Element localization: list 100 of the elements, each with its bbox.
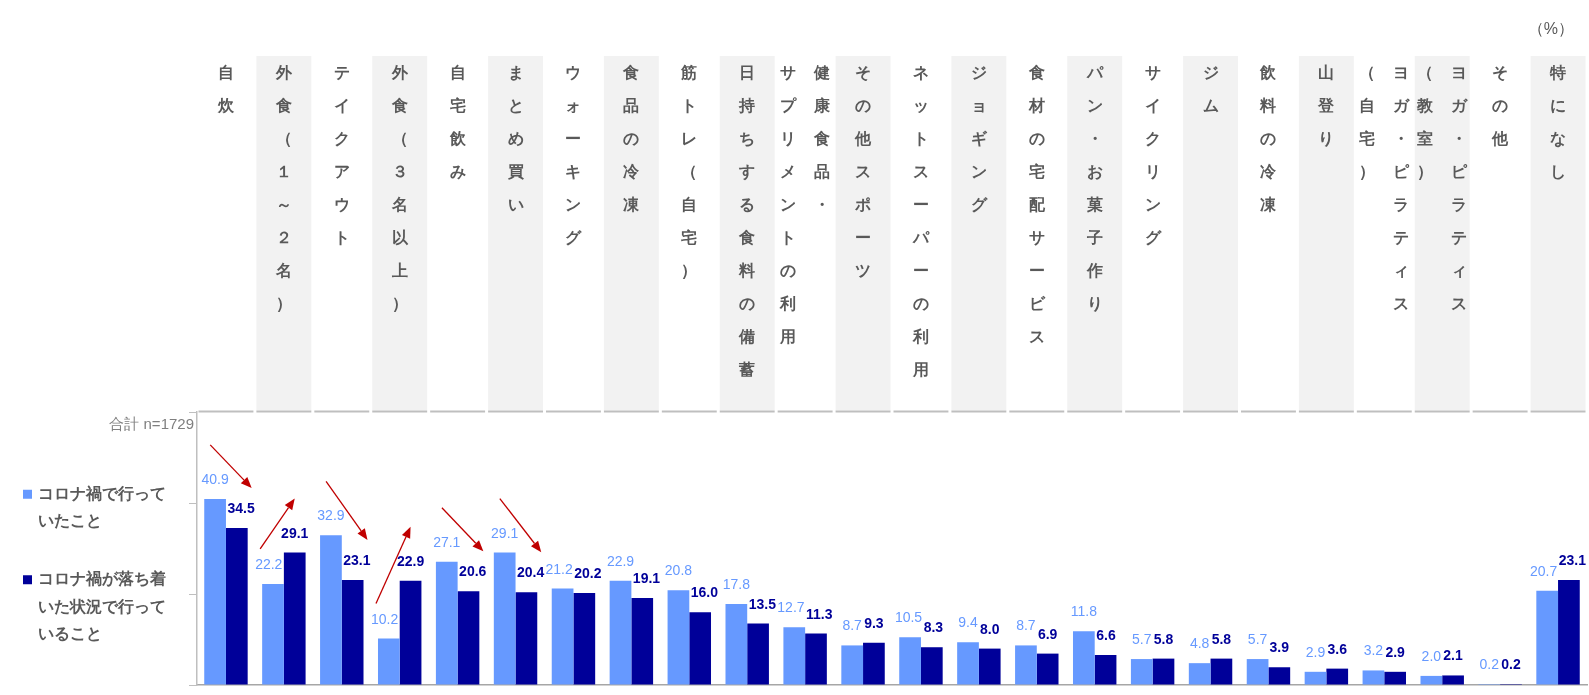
data-label: 8.3 xyxy=(923,619,944,636)
category-label: 食材の宅配サービス xyxy=(1028,63,1045,346)
x-tick-label: まとめ買い xyxy=(507,62,524,216)
bar xyxy=(1442,675,1464,685)
bar xyxy=(204,498,226,685)
data-label: 2.1 xyxy=(1443,647,1464,664)
bar xyxy=(320,535,342,685)
bar xyxy=(1536,590,1559,685)
data-label: 6.9 xyxy=(1037,625,1058,642)
data-label: 0.2 xyxy=(1501,656,1521,673)
x-tick-label: 筋トレ（自宅） xyxy=(681,62,698,282)
bar xyxy=(1362,670,1385,685)
x-tick-label: 外食（３名以上） xyxy=(391,62,408,315)
bar xyxy=(1188,663,1211,685)
bar xyxy=(667,590,690,685)
data-label: 20.8 xyxy=(664,562,693,579)
data-label: 22.9 xyxy=(606,552,635,569)
bar xyxy=(1152,658,1175,685)
bar xyxy=(1036,653,1059,685)
data-label: 2.9 xyxy=(1305,643,1326,660)
x-tick-label: その他 xyxy=(1492,62,1509,150)
x-tick-label: テイクアウト xyxy=(333,62,350,249)
data-label: 20.6 xyxy=(459,563,487,580)
bar xyxy=(551,588,574,685)
x-tick-label: 特になし xyxy=(1550,62,1567,183)
x-tick-label: 自宅飲み xyxy=(449,62,466,183)
data-label: 29.1 xyxy=(491,524,519,541)
bar xyxy=(1130,659,1153,685)
legend-label: コロナ禍で行っていたこと xyxy=(38,484,166,530)
bar xyxy=(1558,579,1580,685)
bar xyxy=(341,579,364,685)
category-label: 日持ちする食料の備蓄 xyxy=(739,63,756,379)
bar xyxy=(457,591,480,685)
x-tick-label: 自炊 xyxy=(217,62,234,117)
bar xyxy=(957,642,979,685)
bar xyxy=(1210,658,1233,685)
x-tick-label: ジム xyxy=(1202,62,1219,117)
data-label: 9.3 xyxy=(864,614,884,631)
data-label: 9.4 xyxy=(958,614,978,631)
data-label: 12.7 xyxy=(777,599,805,616)
bar xyxy=(377,638,400,685)
bar xyxy=(899,637,921,685)
data-label: 8.7 xyxy=(1016,617,1036,634)
bar xyxy=(978,648,1001,685)
bar xyxy=(1072,631,1095,685)
bar xyxy=(435,561,458,685)
category-label: 健康食品・サプリメントの利用 xyxy=(780,63,830,346)
bar xyxy=(1246,659,1269,685)
data-label: 19.1 xyxy=(632,570,661,587)
bar xyxy=(515,592,538,685)
data-label: 2.9 xyxy=(1385,643,1406,660)
x-tick-label: パン・お菓子作り xyxy=(1086,62,1103,315)
data-label: 5.7 xyxy=(1247,631,1268,648)
bar xyxy=(783,627,806,685)
x-tick-label: その他スポーツ xyxy=(855,62,872,282)
data-label: 21.2 xyxy=(545,560,573,577)
data-label: 20.4 xyxy=(517,564,545,581)
data-label: 3.9 xyxy=(1269,639,1290,656)
data-label: 3.2 xyxy=(1363,642,1384,659)
bar xyxy=(262,583,284,685)
data-label: 29.1 xyxy=(281,524,309,541)
bar xyxy=(631,598,654,685)
bar xyxy=(1326,668,1349,685)
data-label: 0.2 xyxy=(1479,656,1500,673)
bar xyxy=(399,580,422,685)
bar xyxy=(747,623,769,685)
data-label: 22.2 xyxy=(255,555,283,572)
bar xyxy=(1015,645,1037,685)
x-tick-label: 食品の冷凍 xyxy=(623,62,640,216)
bar xyxy=(1268,667,1291,685)
x-tick-label: ジョギング xyxy=(970,62,987,216)
data-label: 3.6 xyxy=(1327,640,1348,657)
data-label: 13.5 xyxy=(748,595,777,612)
data-label: 34.5 xyxy=(227,500,255,517)
data-label: 8.7 xyxy=(842,617,863,634)
bar xyxy=(283,552,306,685)
data-label: 23.1 xyxy=(1558,551,1587,568)
data-label: 10.5 xyxy=(894,609,923,626)
bar xyxy=(493,552,516,685)
data-label: 2.0 xyxy=(1421,647,1442,664)
bar xyxy=(863,642,885,685)
data-label: 23.1 xyxy=(343,551,371,568)
data-label: 4.8 xyxy=(1189,635,1210,652)
bar xyxy=(1304,671,1327,685)
bar xyxy=(920,647,943,685)
category-label: ヨガ・ピラティス（教室） xyxy=(1417,63,1467,313)
data-label: 22.9 xyxy=(396,552,425,569)
y-axis-title: （%） xyxy=(1527,20,1574,38)
legend-label: コロナ禍が落ち着いた状況で行っていること xyxy=(38,569,166,643)
data-label: 10.2 xyxy=(370,610,399,627)
data-label: 40.9 xyxy=(201,470,229,487)
data-label: 8.0 xyxy=(980,620,1000,637)
data-label: 6.6 xyxy=(1096,626,1116,643)
bar xyxy=(725,604,748,685)
data-label: 11.3 xyxy=(806,605,833,622)
bar xyxy=(1384,671,1407,685)
bar xyxy=(609,580,632,685)
bar xyxy=(1094,654,1117,685)
data-label: 5.8 xyxy=(1211,630,1232,647)
x-tick-label: 飲料の冷凍 xyxy=(1260,62,1277,216)
